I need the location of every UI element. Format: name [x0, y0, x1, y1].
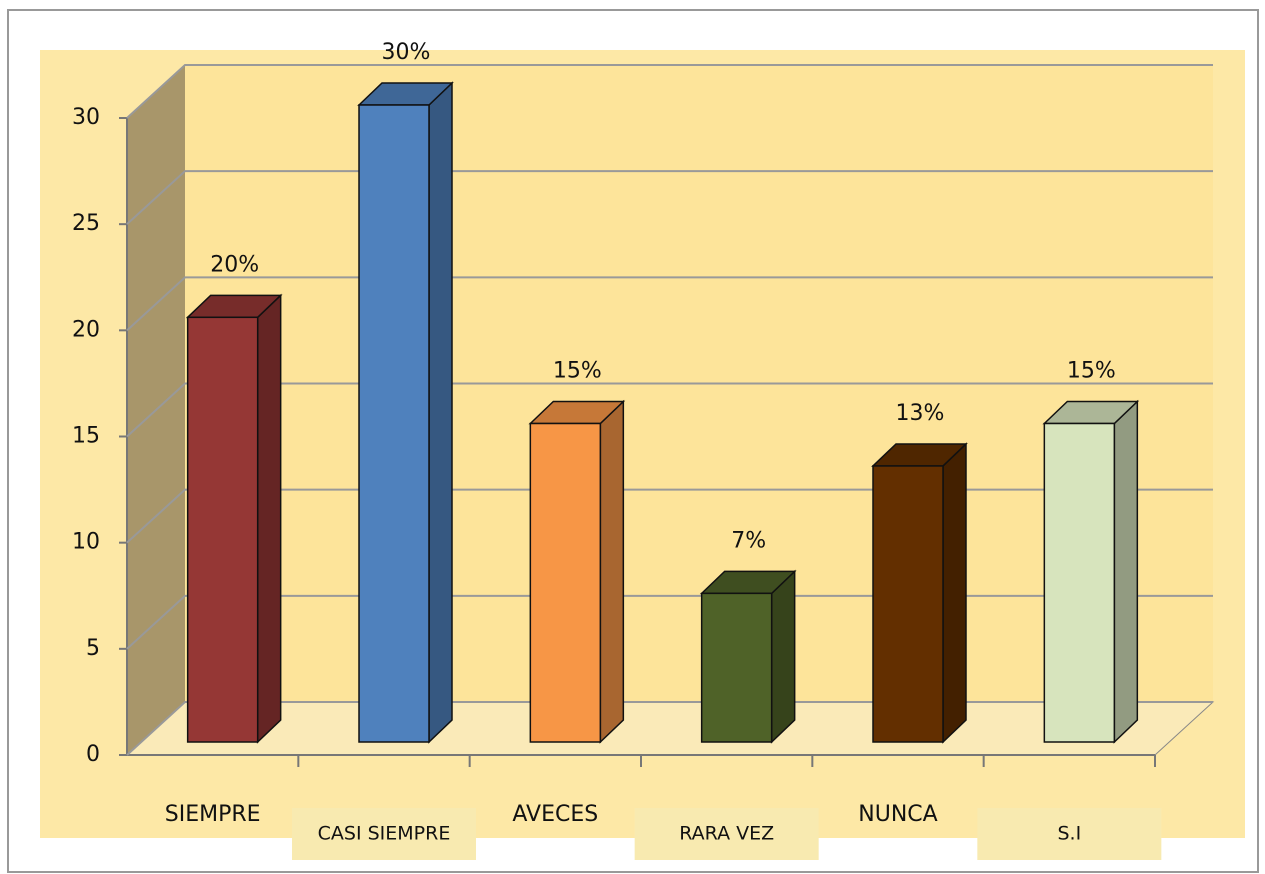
- data-label: 15%: [1067, 359, 1116, 384]
- label-box: [292, 808, 476, 860]
- grid-line: [126, 382, 1213, 438]
- x-tick-label: S.I: [1057, 823, 1081, 845]
- bar-side: [599, 399, 625, 744]
- y-tick-label: 20: [72, 317, 100, 342]
- label-box: [634, 808, 819, 860]
- x-tick-label: RARA VEZ: [679, 823, 774, 845]
- x-tick-label: NUNCA: [858, 802, 937, 827]
- x-tick-label: SIEMPRE: [165, 802, 261, 827]
- bar: [529, 422, 602, 743]
- y-tick-label: 5: [86, 636, 100, 661]
- grid-line: [126, 276, 1213, 332]
- bar-side: [256, 293, 282, 744]
- x-tick-label: CASI SIEMPRE: [318, 823, 451, 845]
- grid-line: [126, 64, 1213, 119]
- grid-line: [126, 701, 1213, 756]
- bar-side: [770, 569, 796, 744]
- grid-line: [126, 594, 1213, 650]
- bar-side: [942, 442, 967, 744]
- y-tick-label: 0: [86, 742, 100, 767]
- bar-side: [428, 81, 453, 744]
- bar: [358, 104, 430, 743]
- bar: [186, 316, 259, 743]
- y-tick-label: 30: [72, 105, 100, 130]
- bar-side: [1113, 399, 1139, 744]
- y-tick-label: 10: [72, 530, 100, 555]
- data-label: 13%: [896, 401, 945, 426]
- bar: [872, 465, 944, 743]
- grid-line: [126, 170, 1213, 225]
- data-label: 15%: [553, 359, 602, 384]
- data-label: 20%: [210, 252, 259, 277]
- bar: [700, 592, 773, 743]
- bar: [1043, 422, 1116, 743]
- label-box: [977, 808, 1162, 860]
- data-label: 30%: [382, 40, 431, 65]
- x-tick-label: AVECES: [512, 802, 598, 827]
- y-tick-label: 25: [72, 211, 100, 236]
- data-label: 7%: [731, 528, 766, 553]
- grid-line: [126, 488, 1213, 544]
- y-tick-label: 15: [72, 424, 100, 449]
